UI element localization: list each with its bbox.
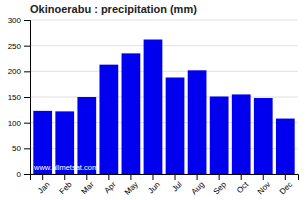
- chart-svg: 0 50 100 150 200 250 300 Jan Feb Mar Apr May Jun Jul A…: [0, 0, 306, 200]
- x-tick-label: Aug: [190, 180, 206, 196]
- x-tick: Jun: [146, 174, 161, 195]
- y-tick-mark: [24, 20, 30, 21]
- x-tick-label: Apr: [103, 180, 118, 195]
- y-tick: 200: [8, 67, 30, 76]
- x-tick-mark: [197, 174, 198, 180]
- bar: [166, 77, 185, 174]
- x-axis-line: [31, 175, 299, 181]
- y-tick-mark: [24, 46, 30, 47]
- x-tick: Aug: [190, 174, 206, 196]
- x-tick-label: Oct: [235, 179, 251, 195]
- x-tick-label: Dec: [278, 180, 294, 196]
- x-tick-mark: [108, 174, 109, 180]
- y-tick-mark: [24, 97, 30, 98]
- x-tick-mark: [64, 174, 65, 180]
- x-tick-mark: [219, 174, 220, 180]
- grid-line: [30, 97, 298, 98]
- grid: [30, 20, 298, 174]
- x-tick-mark: [130, 174, 131, 180]
- bar: [144, 40, 163, 174]
- x-tick-mark: [175, 174, 176, 180]
- x-tick-label: May: [123, 180, 140, 197]
- y-tick-label: 0: [17, 170, 22, 179]
- x-tick: Jul: [170, 174, 184, 194]
- bar: [188, 70, 207, 174]
- y-tick: 0: [17, 170, 30, 179]
- x-tick: Feb: [58, 174, 75, 196]
- y-tick-label: 50: [12, 144, 21, 153]
- x-tick-mark: [152, 174, 153, 180]
- x-tick: Apr: [103, 174, 118, 195]
- y-tick: 150: [8, 93, 30, 102]
- x-tick-mark: [42, 174, 43, 180]
- plot-area: 0 50 100 150 200 250 300 Jan Feb Mar Apr May Jun Jul A…: [8, 16, 299, 197]
- x-tick: Nov: [256, 174, 272, 196]
- x-tick-mark: [263, 174, 264, 180]
- bar: [122, 53, 141, 174]
- y-axis: 0 50 100 150 200 250 300: [8, 16, 31, 179]
- bar: [254, 98, 273, 174]
- y-tick: 50: [12, 144, 30, 153]
- annotation: www.allmetsat.com: [33, 163, 98, 172]
- x-axis: Jan Feb Mar Apr May Jun Jul Aug Sep Oct Nov Dec: [31, 174, 299, 197]
- x-tick-label: Feb: [58, 180, 75, 197]
- x-tick-label: Jan: [36, 180, 51, 195]
- y-tick-mark: [24, 123, 30, 124]
- grid-line: [30, 45, 298, 46]
- x-tick: May: [123, 174, 140, 197]
- y-tick-mark: [24, 71, 30, 72]
- y-tick: 100: [8, 119, 30, 128]
- y-tick-label: 250: [8, 42, 22, 51]
- title: Okinoerabu : precipitation (mm): [30, 3, 197, 15]
- y-tick-label: 150: [8, 93, 22, 102]
- y-tick-label: 200: [8, 67, 22, 76]
- chart-container: 0 50 100 150 200 250 300 Jan Feb Mar Apr May Jun Jul A…: [0, 0, 306, 200]
- y-tick: 300: [8, 16, 30, 25]
- x-tick: Sep: [212, 174, 229, 196]
- x-tick-mark: [241, 174, 242, 180]
- x-tick-mark: [285, 174, 286, 180]
- x-tick-label: Mar: [80, 180, 96, 196]
- bar: [99, 65, 118, 174]
- y-tick-mark: [24, 148, 30, 149]
- grid-line: [30, 71, 298, 72]
- bar: [210, 96, 229, 174]
- x-tick-mark: [86, 174, 87, 180]
- bar: [276, 119, 295, 174]
- x-tick-label: Nov: [256, 180, 272, 196]
- y-axis-line: [24, 21, 31, 175]
- x-tick-label: Sep: [212, 180, 229, 197]
- x-tick-label: Jun: [146, 180, 161, 195]
- y-tick-mark: [24, 174, 30, 175]
- x-tick: Jan: [36, 174, 51, 195]
- grid-line: [30, 20, 298, 21]
- x-tick-label: Jul: [170, 180, 184, 194]
- x-tick: Dec: [278, 174, 294, 196]
- x-tick: Mar: [80, 174, 96, 196]
- bars: [33, 40, 294, 174]
- bar: [232, 94, 251, 174]
- x-tick: Oct: [235, 174, 251, 195]
- y-tick: 250: [8, 42, 30, 51]
- y-tick-label: 300: [8, 16, 22, 25]
- y-tick-label: 100: [8, 119, 22, 128]
